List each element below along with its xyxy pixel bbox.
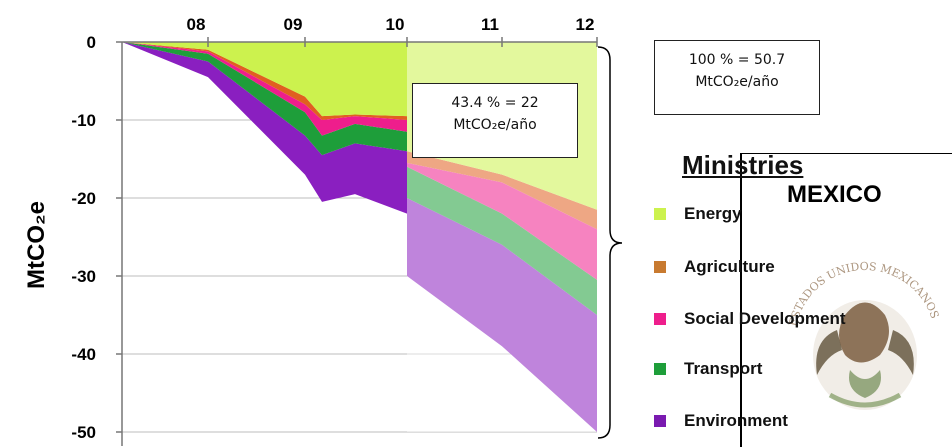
y-tick-label: -20 (71, 189, 96, 208)
x-tick-label: 09 (284, 15, 303, 34)
annotation-43-line2: MtCO₂e/año (453, 117, 537, 133)
annotation-100-line2: MtCO₂e/año (695, 74, 779, 90)
annotation-43-percent: 43.4 % = 22 MtCO₂e/año (412, 83, 578, 158)
bracket-path (597, 46, 623, 439)
legend-swatch (654, 208, 666, 220)
y-tick-labels: 0 -10 -20 -30 -40 -50 (71, 33, 96, 442)
x-tick-label: 11 (481, 15, 499, 34)
y-tick-label: -10 (71, 111, 96, 130)
legend-label: Environment (684, 411, 788, 430)
legend-swatch (654, 313, 666, 325)
legend-label: Energy (684, 204, 742, 223)
legend-item-social-development: Social Development (654, 308, 846, 330)
y-tick-label: 0 (87, 33, 96, 52)
axes (116, 37, 598, 446)
legend-label: Agriculture (684, 257, 775, 276)
mexico-panel (740, 153, 952, 447)
legend-title: Ministries (682, 150, 804, 180)
legend-item-environment: Environment (654, 410, 788, 432)
legend-item-agriculture: Agriculture (654, 256, 775, 278)
annotation-100-percent: 100 % = 50.7 MtCO₂e/año (654, 40, 820, 115)
legend-label: Social Development (684, 309, 846, 328)
legend-swatch (654, 415, 666, 427)
y-tick-label: -50 (71, 423, 96, 442)
y-tick-label: -30 (71, 267, 96, 286)
y-tick-label: -40 (71, 345, 96, 364)
legend-label: Transport (684, 359, 763, 378)
x-tick-label: 08 (187, 15, 206, 34)
annotation-100-line1: 100 % = 50.7 (688, 52, 786, 68)
right-bracket (597, 46, 623, 439)
legend-swatch (654, 261, 666, 273)
legend-swatch (654, 363, 666, 375)
y-axis-label: MtCO₂e (23, 201, 50, 289)
x-tick-labels: 08 09 10 11 12 (187, 15, 595, 34)
x-tick-label: 10 (386, 15, 405, 34)
country-label: MEXICO (787, 181, 882, 208)
legend-item-energy: Energy (654, 203, 742, 225)
x-tick-label: 12 (576, 15, 595, 34)
legend-item-transport: Transport (654, 358, 762, 380)
annotation-43-line1: 43.4 % = 22 (451, 95, 539, 111)
mexico-coat-of-arms-icon: ESTADOS UNIDOS MEXICANOS (786, 260, 941, 410)
